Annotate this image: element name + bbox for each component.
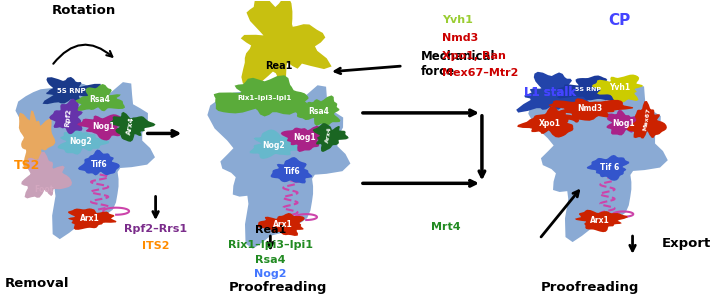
Text: ITS2: ITS2 bbox=[142, 241, 169, 252]
Text: Arx1: Arx1 bbox=[80, 214, 99, 223]
Text: Rotation: Rotation bbox=[52, 4, 116, 17]
Text: Nog2: Nog2 bbox=[69, 137, 91, 146]
Text: Xpo1, Ran: Xpo1, Ran bbox=[443, 51, 506, 61]
Text: Arx4: Arx4 bbox=[126, 116, 135, 136]
Polygon shape bbox=[68, 208, 117, 230]
Text: Nmd3: Nmd3 bbox=[443, 33, 479, 43]
Text: Xpo1: Xpo1 bbox=[539, 119, 561, 128]
Polygon shape bbox=[549, 98, 633, 121]
Polygon shape bbox=[516, 72, 592, 113]
Text: Rix1–Ipi3–Ipi1: Rix1–Ipi3–Ipi1 bbox=[228, 240, 313, 250]
Polygon shape bbox=[250, 129, 303, 159]
Text: Nog1: Nog1 bbox=[93, 121, 115, 131]
Text: Rsa4: Rsa4 bbox=[89, 95, 110, 104]
Polygon shape bbox=[42, 77, 104, 104]
Polygon shape bbox=[257, 213, 305, 236]
Polygon shape bbox=[592, 75, 643, 102]
Text: Arx1: Arx1 bbox=[590, 216, 610, 225]
Text: Yvh1: Yvh1 bbox=[609, 83, 630, 92]
Text: Tif6: Tif6 bbox=[284, 167, 300, 176]
Text: Tif 6: Tif 6 bbox=[600, 163, 619, 172]
Text: Nog1: Nog1 bbox=[613, 119, 635, 128]
Polygon shape bbox=[78, 150, 120, 176]
Text: Proofreading: Proofreading bbox=[540, 281, 639, 294]
Polygon shape bbox=[49, 99, 83, 134]
Text: TS2: TS2 bbox=[14, 159, 40, 172]
Text: Foot: Foot bbox=[35, 185, 54, 194]
Text: Rix1–Ipi3–Ipi1: Rix1–Ipi3–Ipi1 bbox=[238, 95, 292, 101]
Polygon shape bbox=[627, 101, 667, 138]
Text: 5S RNP: 5S RNP bbox=[57, 88, 85, 94]
Text: Rpf2: Rpf2 bbox=[64, 108, 72, 127]
Text: Removal: Removal bbox=[5, 277, 69, 290]
Text: Nog2: Nog2 bbox=[254, 269, 287, 279]
Polygon shape bbox=[606, 110, 648, 135]
Text: Proofreading: Proofreading bbox=[228, 281, 327, 294]
Polygon shape bbox=[271, 157, 312, 184]
Text: Nog1: Nog1 bbox=[294, 133, 316, 142]
Text: Mrt4: Mrt4 bbox=[431, 222, 461, 232]
Text: Rsa4: Rsa4 bbox=[255, 255, 286, 265]
Polygon shape bbox=[19, 110, 55, 171]
Polygon shape bbox=[312, 123, 348, 152]
Text: Yvh1: Yvh1 bbox=[443, 15, 473, 26]
Text: Rea1: Rea1 bbox=[255, 225, 286, 235]
Text: Export: Export bbox=[662, 237, 711, 250]
Text: Mechanical
force: Mechanical force bbox=[421, 50, 495, 78]
Polygon shape bbox=[58, 126, 109, 155]
Text: Mex67: Mex67 bbox=[642, 107, 652, 131]
Polygon shape bbox=[556, 75, 616, 101]
Polygon shape bbox=[109, 112, 156, 142]
Text: Rsa4: Rsa4 bbox=[309, 107, 330, 116]
Text: Nog2: Nog2 bbox=[263, 141, 285, 150]
Polygon shape bbox=[518, 106, 573, 138]
Polygon shape bbox=[214, 75, 321, 116]
Text: Arx4: Arx4 bbox=[325, 127, 333, 143]
Polygon shape bbox=[15, 82, 155, 239]
Text: Arx1: Arx1 bbox=[274, 220, 293, 229]
Polygon shape bbox=[74, 84, 125, 111]
Text: Mex67–Mtr2: Mex67–Mtr2 bbox=[443, 68, 519, 78]
Text: Rpf2–Rrs1: Rpf2–Rrs1 bbox=[124, 224, 187, 234]
Text: 5S RNP: 5S RNP bbox=[575, 87, 601, 92]
Text: L1 stalk: L1 stalk bbox=[523, 86, 576, 99]
Polygon shape bbox=[575, 210, 628, 232]
Text: Tif6: Tif6 bbox=[91, 160, 108, 169]
Polygon shape bbox=[207, 85, 351, 249]
Polygon shape bbox=[77, 114, 128, 140]
Text: Rea1: Rea1 bbox=[265, 61, 292, 71]
Text: CP: CP bbox=[608, 13, 631, 28]
Polygon shape bbox=[292, 95, 341, 126]
Polygon shape bbox=[281, 126, 326, 152]
Polygon shape bbox=[587, 155, 629, 181]
Polygon shape bbox=[22, 152, 72, 198]
Text: Nmd3: Nmd3 bbox=[577, 104, 602, 113]
Polygon shape bbox=[528, 85, 667, 242]
Polygon shape bbox=[240, 0, 332, 86]
Text: L1 stalk: L1 stalk bbox=[523, 86, 576, 99]
